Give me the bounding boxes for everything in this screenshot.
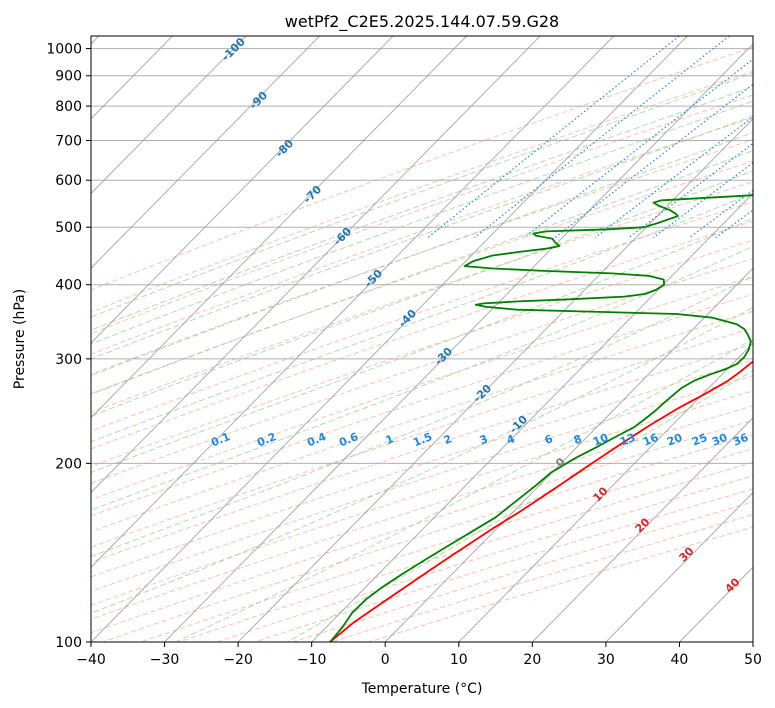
axis-ticks: −40 −30 −20 −10 0 10 20 30 40 50 100 200 300 400 500 60… [46, 42, 762, 668]
moist-adiabat [91, 100, 753, 345]
isotherm [237, 118, 753, 642]
mixing-ratio-label: 1 [384, 432, 396, 447]
moist-adiabat [91, 150, 753, 395]
plot-frame [90, 35, 754, 643]
x-tick-label: −40 [76, 652, 106, 668]
background-lines [91, 36, 753, 642]
isotherm [311, 192, 753, 642]
moist-adiabat [91, 131, 753, 377]
dry-adiabat [91, 327, 753, 548]
mixing-ratio-line [523, 58, 753, 239]
y-tick-label: 1000 [46, 42, 82, 58]
y-tick-label: 600 [55, 173, 82, 189]
mixing-ratio-label: 25 [690, 431, 709, 449]
isotherm [91, 36, 394, 344]
mixing-ratio-line [427, 36, 680, 239]
x-tick-label: −10 [297, 652, 327, 668]
isotherm [91, 36, 688, 642]
isotherm [91, 36, 320, 269]
y-tick-label: 300 [55, 352, 82, 368]
x-axis-label: Temperature (°C) [361, 681, 483, 697]
moist-adiabat [91, 115, 753, 360]
moist-adiabat [91, 86, 753, 331]
y-tick-label: 400 [55, 278, 82, 294]
y-tick-label: 800 [55, 99, 82, 115]
isotherm [91, 36, 467, 419]
mixing-ratio-label: 10 [591, 431, 610, 449]
profile-lines [329, 194, 753, 642]
x-tick-label: 40 [671, 652, 689, 668]
moist-adiabat [91, 170, 753, 417]
dry-adiabat [91, 181, 753, 414]
x-tick-label: −20 [223, 652, 253, 668]
mixing-ratio-line [594, 116, 753, 239]
dry-adiabat [91, 46, 753, 291]
y-axis-label: Pressure (hPa) [12, 289, 28, 389]
moist-adiabat [91, 307, 753, 614]
y-tick-label: 100 [55, 635, 82, 651]
moist-adiabat [91, 217, 753, 474]
x-tick-label: −30 [150, 652, 180, 668]
moist-adiabat [91, 72, 753, 318]
dry-adiabat [91, 160, 753, 395]
moist-adiabat [175, 338, 753, 642]
mixing-ratio-label: 36 [731, 431, 750, 449]
dry-adiabat [91, 94, 753, 335]
chart-title: wetPf2_C2E5.2025.144.07.59.G28 [285, 12, 559, 32]
y-tick-label: 200 [55, 456, 82, 472]
x-tick-label: 0 [381, 652, 390, 668]
isotherm [91, 36, 247, 195]
moist-adiabat [91, 275, 753, 558]
dewpoint-line [329, 194, 753, 642]
isotherm [91, 36, 541, 494]
x-tick-label: 50 [744, 652, 762, 668]
y-tick-label: 500 [55, 220, 82, 236]
mixing-ratio-label: 13 [618, 431, 637, 449]
isotherm [384, 267, 753, 642]
x-tick-label: 30 [597, 652, 615, 668]
dry-adiabat [91, 343, 753, 563]
y-tick-label: 900 [55, 69, 82, 85]
mixing-ratio-label: 20 [665, 431, 684, 449]
mixing-ratio-label: 8 [572, 432, 584, 447]
isotherm [91, 36, 615, 568]
temperature-line [329, 360, 753, 642]
moist-adiabat [91, 192, 753, 443]
mixing-ratio-label: 2 [442, 432, 454, 447]
dry-adiabat [91, 390, 753, 606]
moist-adiabat [286, 370, 753, 642]
dry-adiabat [91, 375, 753, 592]
x-tick-label: 20 [523, 652, 541, 668]
y-tick-label: 700 [55, 133, 82, 149]
dry-adiabat [91, 359, 753, 578]
isotherm [531, 417, 753, 642]
mixing-ratio-label: 16 [641, 431, 660, 449]
moist-adiabat [91, 245, 753, 511]
mixing-ratio-label: 30 [710, 431, 729, 449]
isotherm [605, 491, 753, 642]
mixing-ratio-label: 3 [478, 432, 490, 447]
isotherm [164, 43, 753, 642]
isotherm [458, 342, 753, 642]
x-tick-label: 10 [450, 652, 468, 668]
